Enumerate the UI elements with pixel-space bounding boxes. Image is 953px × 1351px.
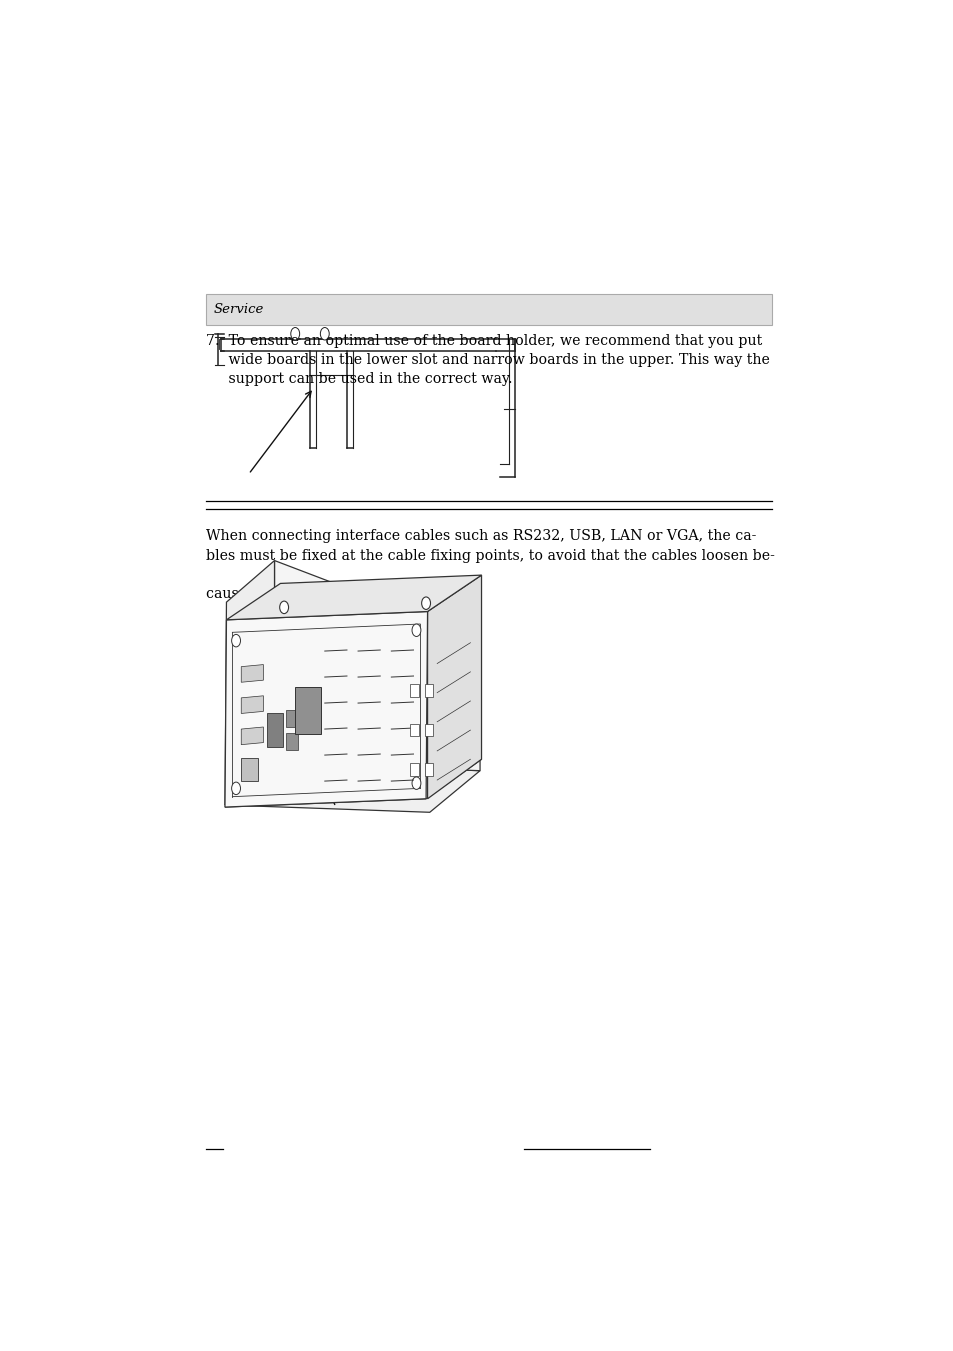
Circle shape [232, 782, 240, 794]
Bar [267, 713, 283, 747]
Polygon shape [274, 561, 479, 770]
Bar [286, 734, 298, 750]
Polygon shape [225, 763, 479, 812]
Polygon shape [225, 612, 427, 807]
Bar [410, 763, 418, 775]
Text: support can be used in the correct way.: support can be used in the correct way. [206, 373, 513, 386]
Text: bles must be fixed at the cable fixing points, to avoid that the cables loosen b: bles must be fixed at the cable fixing p… [206, 549, 775, 562]
Polygon shape [427, 576, 481, 798]
Bar [241, 758, 257, 781]
Bar [424, 724, 433, 736]
Bar [410, 685, 418, 697]
Polygon shape [225, 561, 274, 805]
Bar [424, 763, 433, 775]
Polygon shape [241, 727, 263, 744]
Bar [294, 688, 321, 734]
Polygon shape [241, 665, 263, 682]
Circle shape [412, 777, 420, 789]
Text: wide boards in the lower slot and narrow boards in the upper. This way the: wide boards in the lower slot and narrow… [206, 353, 770, 367]
Text: cause of vibrations.: cause of vibrations. [206, 588, 347, 601]
Text: Service: Service [213, 304, 264, 316]
Circle shape [421, 597, 430, 609]
Bar [410, 724, 418, 736]
Polygon shape [225, 759, 481, 807]
Polygon shape [226, 576, 481, 620]
Text: 7.  To ensure an optimal use of the board holder, we recommend that you put: 7. To ensure an optimal use of the board… [206, 334, 762, 347]
Circle shape [412, 624, 420, 636]
Circle shape [232, 635, 240, 647]
Bar [424, 685, 433, 697]
Circle shape [320, 327, 329, 340]
Bar [286, 711, 298, 727]
Text: When connecting interface cables such as RS232, USB, LAN or VGA, the ca-: When connecting interface cables such as… [206, 530, 756, 543]
Circle shape [279, 601, 288, 613]
Polygon shape [241, 696, 263, 713]
Bar [206, 295, 771, 326]
Circle shape [291, 327, 299, 340]
